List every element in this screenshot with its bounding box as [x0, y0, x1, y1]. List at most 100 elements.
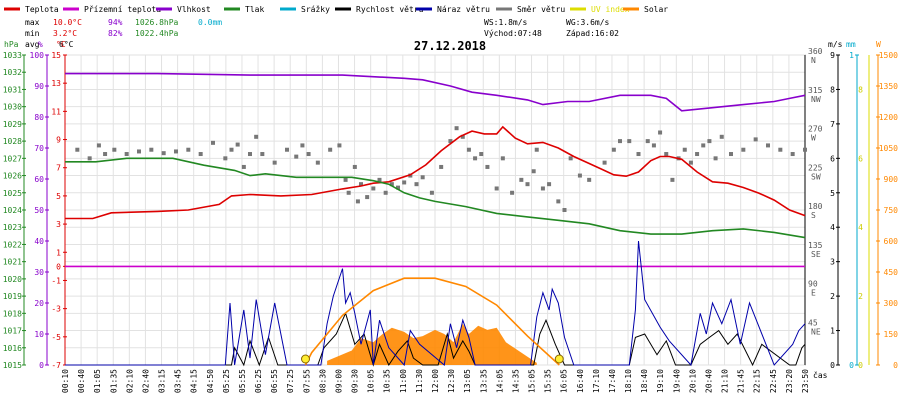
x-tick-label: 06:25 [254, 369, 263, 393]
wind-dir-point [96, 143, 101, 148]
x-tick-label: 08:30 [318, 369, 327, 393]
legend-label: Vlhkost [177, 5, 211, 14]
axis-hpa-tick-label: 1031 [3, 85, 22, 94]
wind-dir-point [454, 126, 459, 131]
axis-ms-tick-label: 4 [830, 223, 835, 232]
chart-title: 27.12.2018 [414, 39, 486, 53]
wind-dir-point [371, 186, 376, 191]
wind-dir-point [223, 156, 228, 161]
wind-dir-point [682, 147, 687, 152]
wind-dir-point [645, 139, 650, 144]
wind-dir-point [328, 147, 333, 152]
series-line-tlak [65, 157, 806, 239]
wind-dir-point [137, 149, 141, 154]
axis-hpa-tick-label: 1025 [3, 189, 22, 198]
axis-temp-tick-label: -1 [51, 276, 61, 285]
wind-dir-point [402, 180, 407, 185]
stat-max-press: 1026.8hPa [135, 18, 179, 27]
stat-avg-label: avg [25, 40, 40, 49]
stat-sunrise: Východ:07:48 [484, 29, 542, 38]
axis-temp-tick-label: 5 [56, 192, 61, 201]
axis-hpa-tick-label: 1026 [3, 172, 22, 181]
axis-ms-tick-label: 9 [830, 51, 835, 60]
axis-pct-tick-label: 60 [34, 175, 44, 184]
chart-legend: Teplota Přízemní teplota Vlhkost Tlak Srážky… [4, 5, 668, 14]
legend-label: Přízemní teplota [84, 5, 161, 14]
wind-dir-point [420, 175, 425, 180]
axis-ms-tick-label: 5 [830, 189, 835, 198]
x-tick-label: 07:55 [302, 369, 311, 393]
axis-w-tick-label: 300 [884, 299, 899, 308]
axis-dir-compass-label: S [811, 211, 816, 220]
wind-dir-point [525, 182, 530, 187]
axis-hpa-tick-label: 1015 [3, 361, 22, 370]
wind-dir-point [741, 147, 746, 152]
wind-dir-point [254, 134, 259, 139]
axis-hpa-tick-label: 1020 [3, 275, 22, 284]
axis-temp-tick-label: 9 [56, 136, 61, 145]
sun-event-marker [301, 354, 310, 364]
wind-dir-point [149, 147, 154, 152]
stat-max-label: max [25, 18, 40, 27]
axis-temp-tick-label: -7 [51, 361, 61, 370]
axis-dir-compass-label: NW [811, 95, 821, 104]
axis-w-tick-label: 1500 [879, 51, 898, 60]
wind-dir-point [627, 139, 632, 144]
axis-uv-tick-label: 0 [858, 361, 863, 370]
series-line-vlhkost [65, 72, 806, 112]
x-tick-label: 07:25 [286, 369, 295, 393]
x-tick-label: 15:35 [544, 369, 553, 393]
grid [64, 54, 806, 366]
stat-min-hum: 82% [108, 29, 123, 38]
axis-hpa-tick-label: 1022 [3, 240, 22, 249]
axis-w-tick-label: 900 [884, 175, 899, 184]
x-tick-label: 16:05 [560, 369, 569, 393]
wind-dir-point [439, 164, 444, 169]
axis-ms-tick-label: 6 [830, 154, 835, 163]
wind-dir-point [383, 190, 388, 195]
wind-dir-point [343, 177, 348, 182]
axis-ms-tick-label: 2 [830, 292, 835, 301]
plot-area [65, 72, 807, 367]
axis-pct-tick-label: 100 [30, 51, 45, 60]
wind-dir-point [248, 152, 252, 157]
axis-hpa-tick-label: 1032 [3, 68, 22, 77]
wind-dir-point [688, 160, 693, 165]
wind-dir-point [587, 177, 592, 182]
axis-dir-compass-label: W [811, 134, 816, 143]
wind-dir-point [651, 143, 656, 148]
axis-hpa-tick-label: 1024 [3, 206, 22, 215]
axis-hpa-tick-label: 1016 [3, 344, 22, 353]
x-tick-label: 05:55 [238, 369, 247, 393]
wind-dir-point [534, 147, 539, 152]
wind-dir-point [766, 143, 770, 148]
wind-dir-point [241, 164, 246, 169]
axis-temp-tick-label: -5 [51, 333, 61, 342]
stat-avg-temp: 6°C [59, 40, 74, 49]
wind-dir-point [510, 190, 515, 195]
stat-wg: WG:3.6m/s [566, 18, 610, 27]
axis-hpa-tick-label: 1021 [3, 258, 22, 267]
unit-pct: % [38, 40, 43, 49]
wind-dir-point [466, 147, 471, 152]
axis-pct-tick-label: 80 [34, 113, 44, 122]
wind-dir-point [577, 173, 582, 178]
unit-degc: °C [56, 40, 66, 49]
wind-dir-point [790, 152, 795, 157]
wind-dir-point [602, 160, 607, 165]
x-tick-label: 13:05 [463, 369, 472, 393]
legend-label: Srážky [301, 5, 330, 14]
axis-ms-tick-label: 3 [830, 258, 835, 267]
axis-uv-tick-label: 2 [858, 292, 863, 301]
axis-hpa-tick-label: 1030 [3, 103, 22, 112]
wind-dir-point [272, 160, 277, 165]
axis-dir-tick-label: 315 [808, 86, 823, 95]
stats-panel: max 10.0°C 94% 1026.8hPa 0.0mm min 3.2°C… [25, 18, 619, 49]
legend-label: Tlak [245, 5, 264, 14]
legend-label: Náraz větru [437, 5, 490, 14]
wind-dir-point [352, 164, 357, 169]
legend-label: UV index [591, 5, 630, 14]
x-tick-label: 04:15 [190, 369, 199, 393]
wind-dir-point [315, 160, 320, 165]
unit-mm: mm [846, 40, 856, 49]
